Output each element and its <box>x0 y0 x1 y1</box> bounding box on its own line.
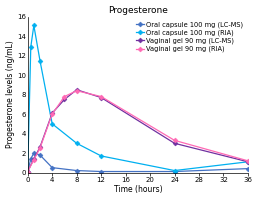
Oral capsule 100 mg (RIA) <box>26 170 29 173</box>
Oral capsule 100 mg (LC-MS) <box>75 169 78 172</box>
Oral capsule 100 mg (LC-MS) <box>51 166 54 169</box>
Vaginal gel 90 mg (RIA) <box>38 147 42 149</box>
Line: Oral capsule 100 mg (RIA): Oral capsule 100 mg (RIA) <box>26 24 250 173</box>
Vaginal gel 90 mg (LC-MS) <box>26 170 29 173</box>
Oral capsule 100 mg (RIA) <box>75 142 78 144</box>
Vaginal gel 90 mg (RIA) <box>100 95 103 98</box>
Vaginal gel 90 mg (RIA) <box>173 139 176 142</box>
Line: Vaginal gel 90 mg (LC-MS): Vaginal gel 90 mg (LC-MS) <box>26 88 250 173</box>
Oral capsule 100 mg (RIA) <box>29 46 32 48</box>
Oral capsule 100 mg (LC-MS) <box>173 170 176 173</box>
Vaginal gel 90 mg (LC-MS) <box>51 112 54 114</box>
Oral capsule 100 mg (RIA) <box>38 59 42 62</box>
Vaginal gel 90 mg (LC-MS) <box>63 98 66 101</box>
Vaginal gel 90 mg (LC-MS) <box>32 158 35 160</box>
Vaginal gel 90 mg (RIA) <box>75 90 78 92</box>
Vaginal gel 90 mg (LC-MS) <box>246 161 249 163</box>
X-axis label: Time (hours): Time (hours) <box>114 185 162 194</box>
Oral capsule 100 mg (LC-MS) <box>26 170 29 173</box>
Oral capsule 100 mg (RIA) <box>51 123 54 125</box>
Line: Vaginal gel 90 mg (RIA): Vaginal gel 90 mg (RIA) <box>26 89 250 173</box>
Vaginal gel 90 mg (RIA) <box>63 95 66 98</box>
Oral capsule 100 mg (LC-MS) <box>246 167 249 170</box>
Vaginal gel 90 mg (LC-MS) <box>75 89 78 91</box>
Vaginal gel 90 mg (RIA) <box>26 170 29 173</box>
Vaginal gel 90 mg (RIA) <box>32 159 35 161</box>
Vaginal gel 90 mg (RIA) <box>246 160 249 162</box>
Oral capsule 100 mg (RIA) <box>246 161 249 163</box>
Vaginal gel 90 mg (LC-MS) <box>38 146 42 148</box>
Y-axis label: Progesterone levels (ng/mL): Progesterone levels (ng/mL) <box>6 41 14 148</box>
Vaginal gel 90 mg (LC-MS) <box>173 142 176 144</box>
Legend: Oral capsule 100 mg (LC-MS), Oral capsule 100 mg (RIA), Vaginal gel 90 mg (LC-MS: Oral capsule 100 mg (LC-MS), Oral capsul… <box>135 20 245 54</box>
Vaginal gel 90 mg (LC-MS) <box>100 96 103 99</box>
Title: Progesterone: Progesterone <box>108 6 168 15</box>
Oral capsule 100 mg (RIA) <box>32 24 35 27</box>
Vaginal gel 90 mg (RIA) <box>51 113 54 115</box>
Oral capsule 100 mg (LC-MS) <box>32 152 35 154</box>
Oral capsule 100 mg (LC-MS) <box>100 170 103 173</box>
Oral capsule 100 mg (RIA) <box>173 169 176 172</box>
Oral capsule 100 mg (LC-MS) <box>38 154 42 156</box>
Line: Oral capsule 100 mg (LC-MS): Oral capsule 100 mg (LC-MS) <box>26 151 250 173</box>
Oral capsule 100 mg (RIA) <box>100 155 103 157</box>
Oral capsule 100 mg (LC-MS) <box>29 158 32 160</box>
